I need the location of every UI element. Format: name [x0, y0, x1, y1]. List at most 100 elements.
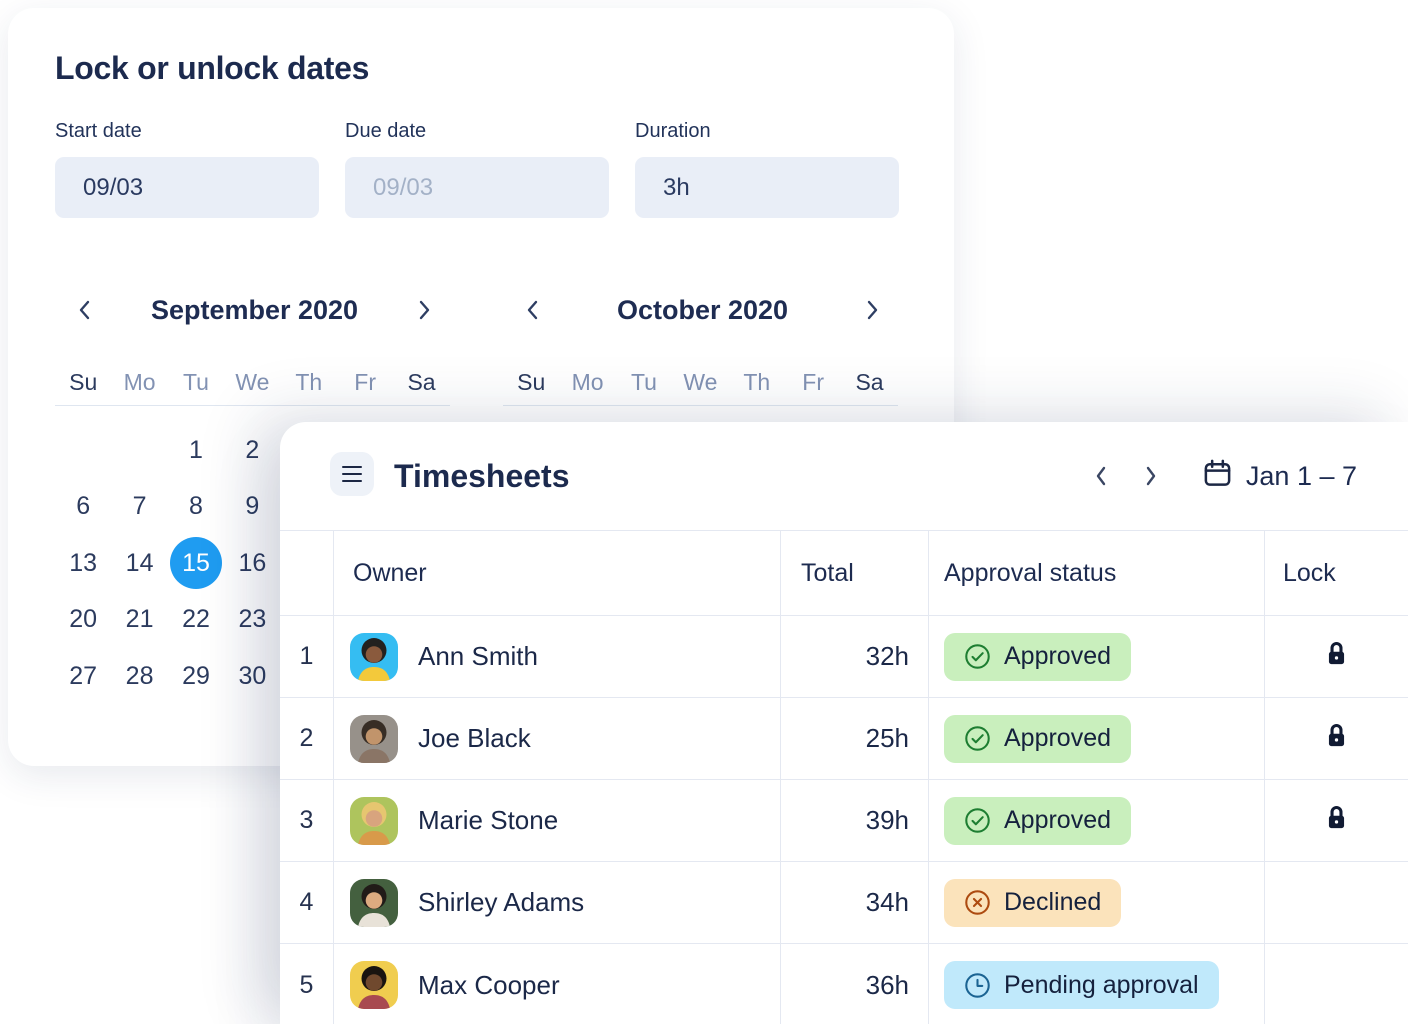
empty-day-cell	[111, 422, 167, 479]
weekday-label: Mo	[123, 368, 156, 395]
status-icon	[964, 643, 991, 670]
timesheets-table: Owner Total Approval status Lock 1 Ann S…	[280, 530, 1408, 1024]
date-range-label: Jan 1 – 7	[1245, 460, 1357, 491]
column-header-owner: Owner	[334, 531, 781, 616]
calendar-day-selected[interactable]: 15	[168, 535, 224, 592]
chevron-left-icon[interactable]	[1088, 463, 1114, 489]
status-label: Pending approval	[1004, 970, 1199, 999]
calendar-day[interactable]: 20	[69, 605, 98, 634]
card-title: Lock or unlock dates	[55, 50, 370, 86]
page-title: Timesheets	[394, 457, 570, 494]
table-row: 1 Ann Smith 32h Approved	[280, 616, 1408, 698]
lock-cell[interactable]	[1265, 862, 1408, 944]
calendar-day[interactable]: 2	[245, 435, 260, 464]
calendar-day[interactable]: 21	[125, 605, 154, 634]
total-cell: 39h	[781, 780, 929, 862]
chevron-right-icon[interactable]	[1138, 463, 1164, 489]
weekday-row: Su Mo Tu We Th Fr Sa	[503, 368, 898, 396]
status-badge: Approved	[944, 796, 1132, 845]
table-row: 3 Marie Stone 39h Approved	[280, 780, 1408, 862]
column-header-approval-status: Approval status	[929, 531, 1265, 616]
calendar-day[interactable]: 22	[182, 605, 210, 634]
row-number: 5	[280, 944, 334, 1024]
avatar	[350, 961, 398, 1009]
lock-cell[interactable]	[1265, 780, 1408, 862]
avatar	[350, 878, 398, 927]
due-date-field: Due date 09/03	[345, 120, 609, 218]
weekday-label: Th	[743, 368, 771, 395]
due-date-input[interactable]: 09/03	[345, 157, 609, 218]
approval-status-cell: Pending approval	[929, 944, 1265, 1024]
weekday-label: Sa	[855, 368, 884, 395]
status-badge: Pending approval	[944, 961, 1219, 1009]
start-date-field: Start date 09/03	[55, 120, 319, 218]
calendar-day[interactable]: 9	[245, 492, 260, 521]
weekday-label: Fr	[354, 368, 376, 395]
status-label: Approved	[1004, 642, 1112, 670]
calendar-day[interactable]: 27	[69, 661, 98, 690]
chevron-left-icon[interactable]	[519, 296, 547, 324]
weekday-label: We	[683, 368, 718, 395]
approval-status-cell: Declined	[929, 862, 1265, 944]
chevron-right-icon[interactable]	[858, 296, 886, 324]
date-fields: Start date 09/03 Due date 09/03 Duration…	[55, 120, 899, 218]
avatar	[350, 632, 398, 681]
weekday-label: Sa	[407, 368, 436, 395]
lock-cell[interactable]	[1265, 944, 1408, 1024]
calendar-day[interactable]: 30	[238, 661, 267, 690]
calendar-day[interactable]: 1	[189, 435, 203, 464]
owner-cell: Ann Smith	[334, 616, 781, 698]
calendar-day[interactable]: 14	[125, 548, 154, 577]
table-row: 4 Shirley Adams 34h Declined	[280, 862, 1408, 944]
chevron-right-icon[interactable]	[410, 296, 438, 324]
field-label: Duration	[635, 120, 711, 142]
row-number-header	[280, 531, 334, 616]
calendar-day[interactable]: 23	[238, 605, 267, 634]
weekday-label: Tu	[630, 368, 657, 395]
calendar-day[interactable]: 29	[182, 661, 210, 690]
approval-status-cell: Approved	[929, 616, 1265, 698]
owner-cell: Joe Black	[334, 698, 781, 780]
avatar	[350, 796, 398, 845]
row-number: 3	[280, 780, 334, 862]
table-header-row: Owner Total Approval status Lock	[280, 531, 1408, 616]
status-label: Approved	[1004, 724, 1112, 752]
divider	[55, 405, 450, 406]
weekday-label: Su	[69, 368, 98, 395]
divider	[503, 405, 898, 406]
owner-name: Shirley Adams	[418, 887, 585, 917]
lock-cell[interactable]	[1265, 698, 1408, 780]
start-date-input[interactable]: 09/03	[55, 157, 319, 218]
status-badge: Approved	[944, 632, 1132, 681]
column-header-lock: Lock	[1265, 531, 1408, 616]
lock-icon	[1320, 802, 1353, 840]
table-row: 5 Max Cooper 36h Pending approval	[280, 944, 1408, 1024]
month-title: October 2020	[616, 294, 789, 325]
weekday-label: Tu	[182, 368, 209, 395]
field-label: Due date	[345, 120, 427, 142]
row-number: 2	[280, 698, 334, 780]
weekday-label: We	[235, 368, 270, 395]
hamburger-menu-icon[interactable]	[330, 452, 374, 496]
calendar-day[interactable]: 6	[76, 492, 91, 521]
approval-status-cell: Approved	[929, 698, 1265, 780]
chevron-left-icon[interactable]	[71, 296, 99, 324]
calendar-day[interactable]: 13	[69, 548, 98, 577]
owner-cell: Shirley Adams	[334, 862, 781, 944]
total-cell: 34h	[781, 862, 929, 944]
lock-cell[interactable]	[1265, 616, 1408, 698]
calendar-day[interactable]: 16	[238, 548, 267, 577]
status-icon	[964, 807, 991, 834]
date-range-picker[interactable]: Jan 1 – 7	[1202, 458, 1357, 494]
duration-input[interactable]: 3h	[635, 157, 899, 218]
calendar-day[interactable]: 7	[132, 492, 147, 521]
lock-icon	[1320, 638, 1353, 676]
status-icon	[964, 889, 991, 916]
row-number: 4	[280, 862, 334, 944]
column-header-total: Total	[781, 531, 929, 616]
calendar-day[interactable]: 28	[125, 661, 154, 690]
avatar	[350, 714, 398, 763]
lock-icon	[1320, 720, 1353, 758]
calendar-day[interactable]: 8	[189, 492, 203, 521]
owner-name: Max Cooper	[418, 969, 560, 1000]
